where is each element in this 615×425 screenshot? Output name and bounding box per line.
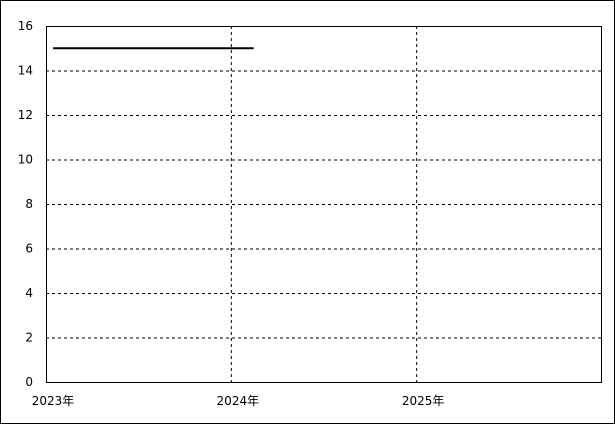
plot-area xyxy=(46,26,602,383)
y-tick-label: 8 xyxy=(25,197,33,211)
y-tick-label: 6 xyxy=(25,242,33,256)
y-tick-label: 12 xyxy=(18,108,33,122)
y-tick-label: 16 xyxy=(18,19,33,33)
y-tick-label: 4 xyxy=(25,286,33,300)
x-tick-label: 2024年 xyxy=(217,394,260,408)
y-tick-label: 2 xyxy=(25,331,33,345)
y-tick-label: 14 xyxy=(18,64,33,78)
y-tick-label: 10 xyxy=(18,153,33,167)
y-tick-label: 0 xyxy=(25,375,33,389)
x-tick-label: 2025年 xyxy=(402,394,445,408)
x-tick-label: 2023年 xyxy=(32,394,75,408)
